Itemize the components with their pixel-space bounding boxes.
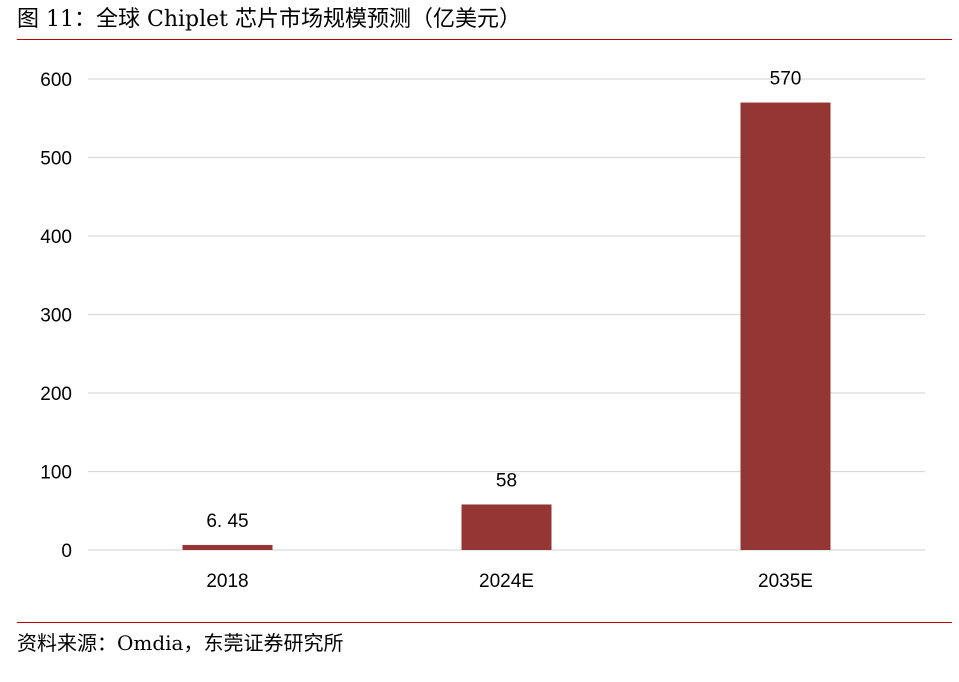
x-tick-label-2035E: 2035E — [758, 571, 813, 592]
source-divider — [17, 622, 952, 623]
title-divider — [17, 39, 952, 40]
data-label-2024E: 58 — [496, 470, 517, 491]
y-tick-label-200: 200 — [40, 384, 72, 405]
y-tick-label-500: 500 — [40, 149, 72, 170]
y-tick-label-0: 0 — [61, 541, 72, 562]
figure-title: 图 11：全球 Chiplet 芯片市场规模预测（亿美元） — [17, 7, 521, 32]
data-label-2035E: 570 — [770, 69, 802, 90]
bar-2018 — [182, 544, 273, 550]
data-labels: 6. 45 58 570 — [206, 69, 801, 532]
y-tick-label-600: 600 — [40, 70, 72, 91]
y-tick-label-100: 100 — [40, 463, 72, 484]
x-tick-label-2024E: 2024E — [479, 571, 534, 592]
y-tick-label-400: 400 — [40, 227, 72, 248]
source-note: 资料来源：Omdia，东莞证券研究所 — [17, 631, 344, 655]
bar-2024E — [461, 504, 552, 550]
bar-2035E — [740, 102, 831, 551]
data-label-2018: 6. 45 — [206, 511, 248, 532]
y-tick-label-300: 300 — [40, 306, 72, 327]
x-tick-label-2018: 2018 — [206, 571, 248, 592]
x-axis-category-labels: 2018 2024E 2035E — [206, 571, 813, 592]
bars — [182, 102, 831, 551]
bar-chart: 0 100 200 300 400 500 600 6. 45 58 570 2018 2024E… — [40, 69, 925, 592]
y-axis-tick-labels: 0 100 200 300 400 500 600 — [40, 70, 72, 562]
